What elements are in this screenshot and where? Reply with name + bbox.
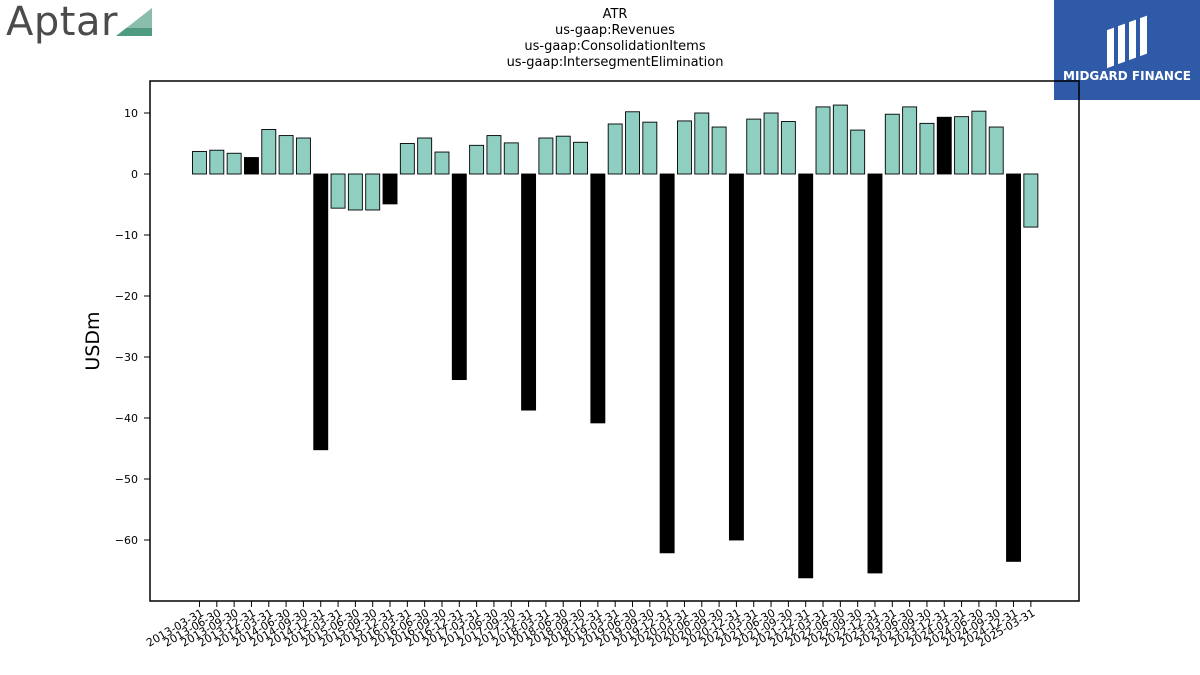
bar-2016-09-30 <box>434 151 450 175</box>
bar-2023-06-30 <box>902 106 918 175</box>
chart-title: ATR us-gaap:Revenues us-gaap:Consolidati… <box>400 7 830 71</box>
bar-2016-12-31 <box>451 173 467 381</box>
y-tick-label: 0 <box>131 168 138 181</box>
bar-2020-09-30 <box>711 126 727 175</box>
bar-2020-03-31 <box>677 120 692 175</box>
bar-2021-12-31 <box>798 173 814 579</box>
bar-2016-06-30 <box>417 137 433 175</box>
y-axis: 10 0 −10 −20 −30 −40 −50 −60 <box>115 107 150 547</box>
bar-2023-12-31 <box>936 116 952 175</box>
y-tick-label: 10 <box>124 107 138 120</box>
bar-2020-12-31 <box>728 173 744 541</box>
bar-2017-09-30 <box>503 142 519 175</box>
bar-2017-12-31 <box>521 173 537 411</box>
bar-2015-09-30 <box>365 173 381 211</box>
bar-2022-03-31 <box>815 106 831 175</box>
y-tick-label: −60 <box>115 534 138 547</box>
bar-2022-09-30 <box>850 129 866 175</box>
bar-2014-12-31 <box>313 173 329 451</box>
bar-2018-06-30 <box>555 135 571 175</box>
y-tick-label: −20 <box>115 290 138 303</box>
bar-2015-12-31 <box>382 173 398 205</box>
bar-2018-09-30 <box>573 141 588 175</box>
bar-2017-06-30 <box>486 135 502 175</box>
y-tick-label: −50 <box>115 473 138 486</box>
chart-title-line-1: ATR <box>602 7 628 22</box>
x-axis: 2013-03-312013-06-302013-09-302013-12-31… <box>144 601 1037 650</box>
chart-title-line-2: us-gaap:Revenues <box>555 23 675 38</box>
aptar-logo: Aptar <box>0 0 170 50</box>
bar-2014-06-30 <box>278 135 294 175</box>
bar-2021-03-31 <box>746 118 762 175</box>
y-tick-label: −30 <box>115 351 138 364</box>
bar-2015-03-31 <box>330 173 346 209</box>
chart-title-line-4: us-gaap:IntersegmentElimination <box>506 55 724 70</box>
bar-2013-06-30 <box>209 149 225 175</box>
bars-group <box>192 104 1039 579</box>
bar-2016-03-31 <box>399 143 415 175</box>
bar-2024-12-31 <box>1006 173 1021 562</box>
bar-2013-12-31 <box>244 157 259 175</box>
chart-title-line-3: us-gaap:ConsolidationItems <box>524 39 706 54</box>
bar-2014-09-30 <box>295 137 311 175</box>
bar-2022-06-30 <box>832 104 848 175</box>
y-axis-label: USDm <box>82 311 104 370</box>
bar-2017-03-31 <box>469 144 485 175</box>
y-tick-label: −40 <box>115 412 138 425</box>
midgard-finance-label: MIDGARD FINANCE <box>1063 69 1191 83</box>
bar-2019-09-30 <box>642 121 658 175</box>
bar-2019-12-31 <box>659 173 675 554</box>
midgard-m-icon <box>1107 15 1147 69</box>
bar-2018-12-31 <box>590 173 606 424</box>
bar-2024-03-31 <box>954 116 970 175</box>
bar-2013-03-31 <box>192 150 207 175</box>
aptar-leaf-icon <box>116 8 152 36</box>
bar-2013-09-30 <box>226 152 242 175</box>
bar-2023-03-31 <box>884 113 900 175</box>
bar-2022-12-31 <box>867 173 883 574</box>
y-tick-label: −10 <box>115 229 138 242</box>
bar-2023-09-30 <box>919 122 935 175</box>
bar-2019-03-31 <box>607 123 623 175</box>
bar-2020-06-30 <box>694 112 710 175</box>
bar-2019-06-30 <box>625 111 640 175</box>
aptar-logo-text: Aptar <box>6 0 118 45</box>
bar-2014-03-31 <box>261 129 277 175</box>
bar-2018-03-31 <box>538 137 554 175</box>
bar-2015-06-30 <box>347 173 363 211</box>
bar-2024-06-30 <box>971 110 987 175</box>
bar-2025-03-31 <box>1023 173 1039 228</box>
bar-2021-09-30 <box>780 121 796 175</box>
plot-frame <box>149 80 1080 602</box>
bar-2024-09-30 <box>988 126 1004 175</box>
bar-2021-06-30 <box>763 112 779 175</box>
